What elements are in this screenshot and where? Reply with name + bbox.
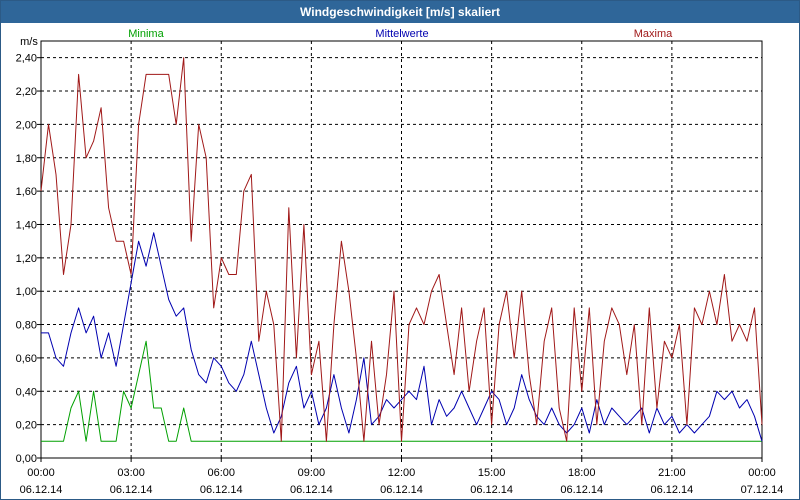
grid (41, 41, 762, 458)
x-tick-time-label: 00:00 (27, 467, 55, 479)
x-tick-date-label: 06.12.14 (200, 484, 243, 496)
legend-minima: Minima (128, 28, 164, 40)
legend-maxima: Maxima (634, 28, 673, 40)
x-tick-time-label: 06:00 (207, 467, 235, 479)
wind-speed-chart: 0,00 0,20 0,40 0,60 0,80 1,00 1,20 1,40 1,60 1,80… (16, 28, 784, 496)
x-tick-time-label: 09:00 (298, 467, 326, 479)
y-tick-label: 1,80 (16, 153, 37, 165)
x-tick-date-label: 07.12.14 (741, 484, 784, 496)
y-tick-label: 2,40 (16, 53, 37, 65)
x-tick-date-label: 06.12.14 (470, 484, 513, 496)
legend-mittelwerte: Mittelwerte (375, 28, 428, 40)
x-tick-time-label: 03:00 (117, 467, 145, 479)
x-tick-date-label: 06.12.14 (650, 484, 693, 496)
x-tick-time-label: 21:00 (658, 467, 686, 479)
y-tick-label: 0,80 (16, 320, 37, 332)
y-tick-label: 2,20 (16, 86, 37, 98)
y-tick-label: 2,00 (16, 119, 37, 131)
x-axis: 00:00 06.12.14 03:00 06.12.14 06:00 06.12.14 0… (20, 458, 784, 496)
x-tick-date-label: 06.12.14 (380, 484, 423, 496)
y-tick-label: 0,40 (16, 386, 37, 398)
x-tick-date-label: 06.12.14 (110, 484, 153, 496)
y-axis-unit-label: m/s (20, 36, 38, 48)
x-tick-time-label: 18:00 (568, 467, 596, 479)
y-tick-label: 0,00 (16, 453, 37, 465)
x-tick-time-label: 15:00 (478, 467, 506, 479)
y-tick-label: 0,20 (16, 420, 37, 432)
y-tick-label: 1,20 (16, 253, 37, 265)
y-tick-label: 1,40 (16, 219, 37, 231)
x-tick-date-label: 06.12.14 (20, 484, 63, 496)
window-title: Windgeschwindigkeit [m/s] skaliert (1, 1, 799, 23)
series-line-mittelwerte (41, 232, 763, 442)
y-tick-label: 0,60 (16, 353, 37, 365)
y-tick-label: 1,60 (16, 186, 37, 198)
x-tick-time-label: 12:00 (388, 467, 416, 479)
x-tick-time-label: 00:00 (748, 467, 776, 479)
data-series (40, 57, 763, 442)
y-axis: 0,00 0,20 0,40 0,60 0,80 1,00 1,20 1,40 1,60 1,80… (16, 53, 41, 465)
series-line-maxima (40, 57, 763, 442)
x-tick-date-label: 06.12.14 (290, 484, 333, 496)
x-tick-date-label: 06.12.14 (560, 484, 603, 496)
y-tick-label: 1,00 (16, 286, 37, 298)
